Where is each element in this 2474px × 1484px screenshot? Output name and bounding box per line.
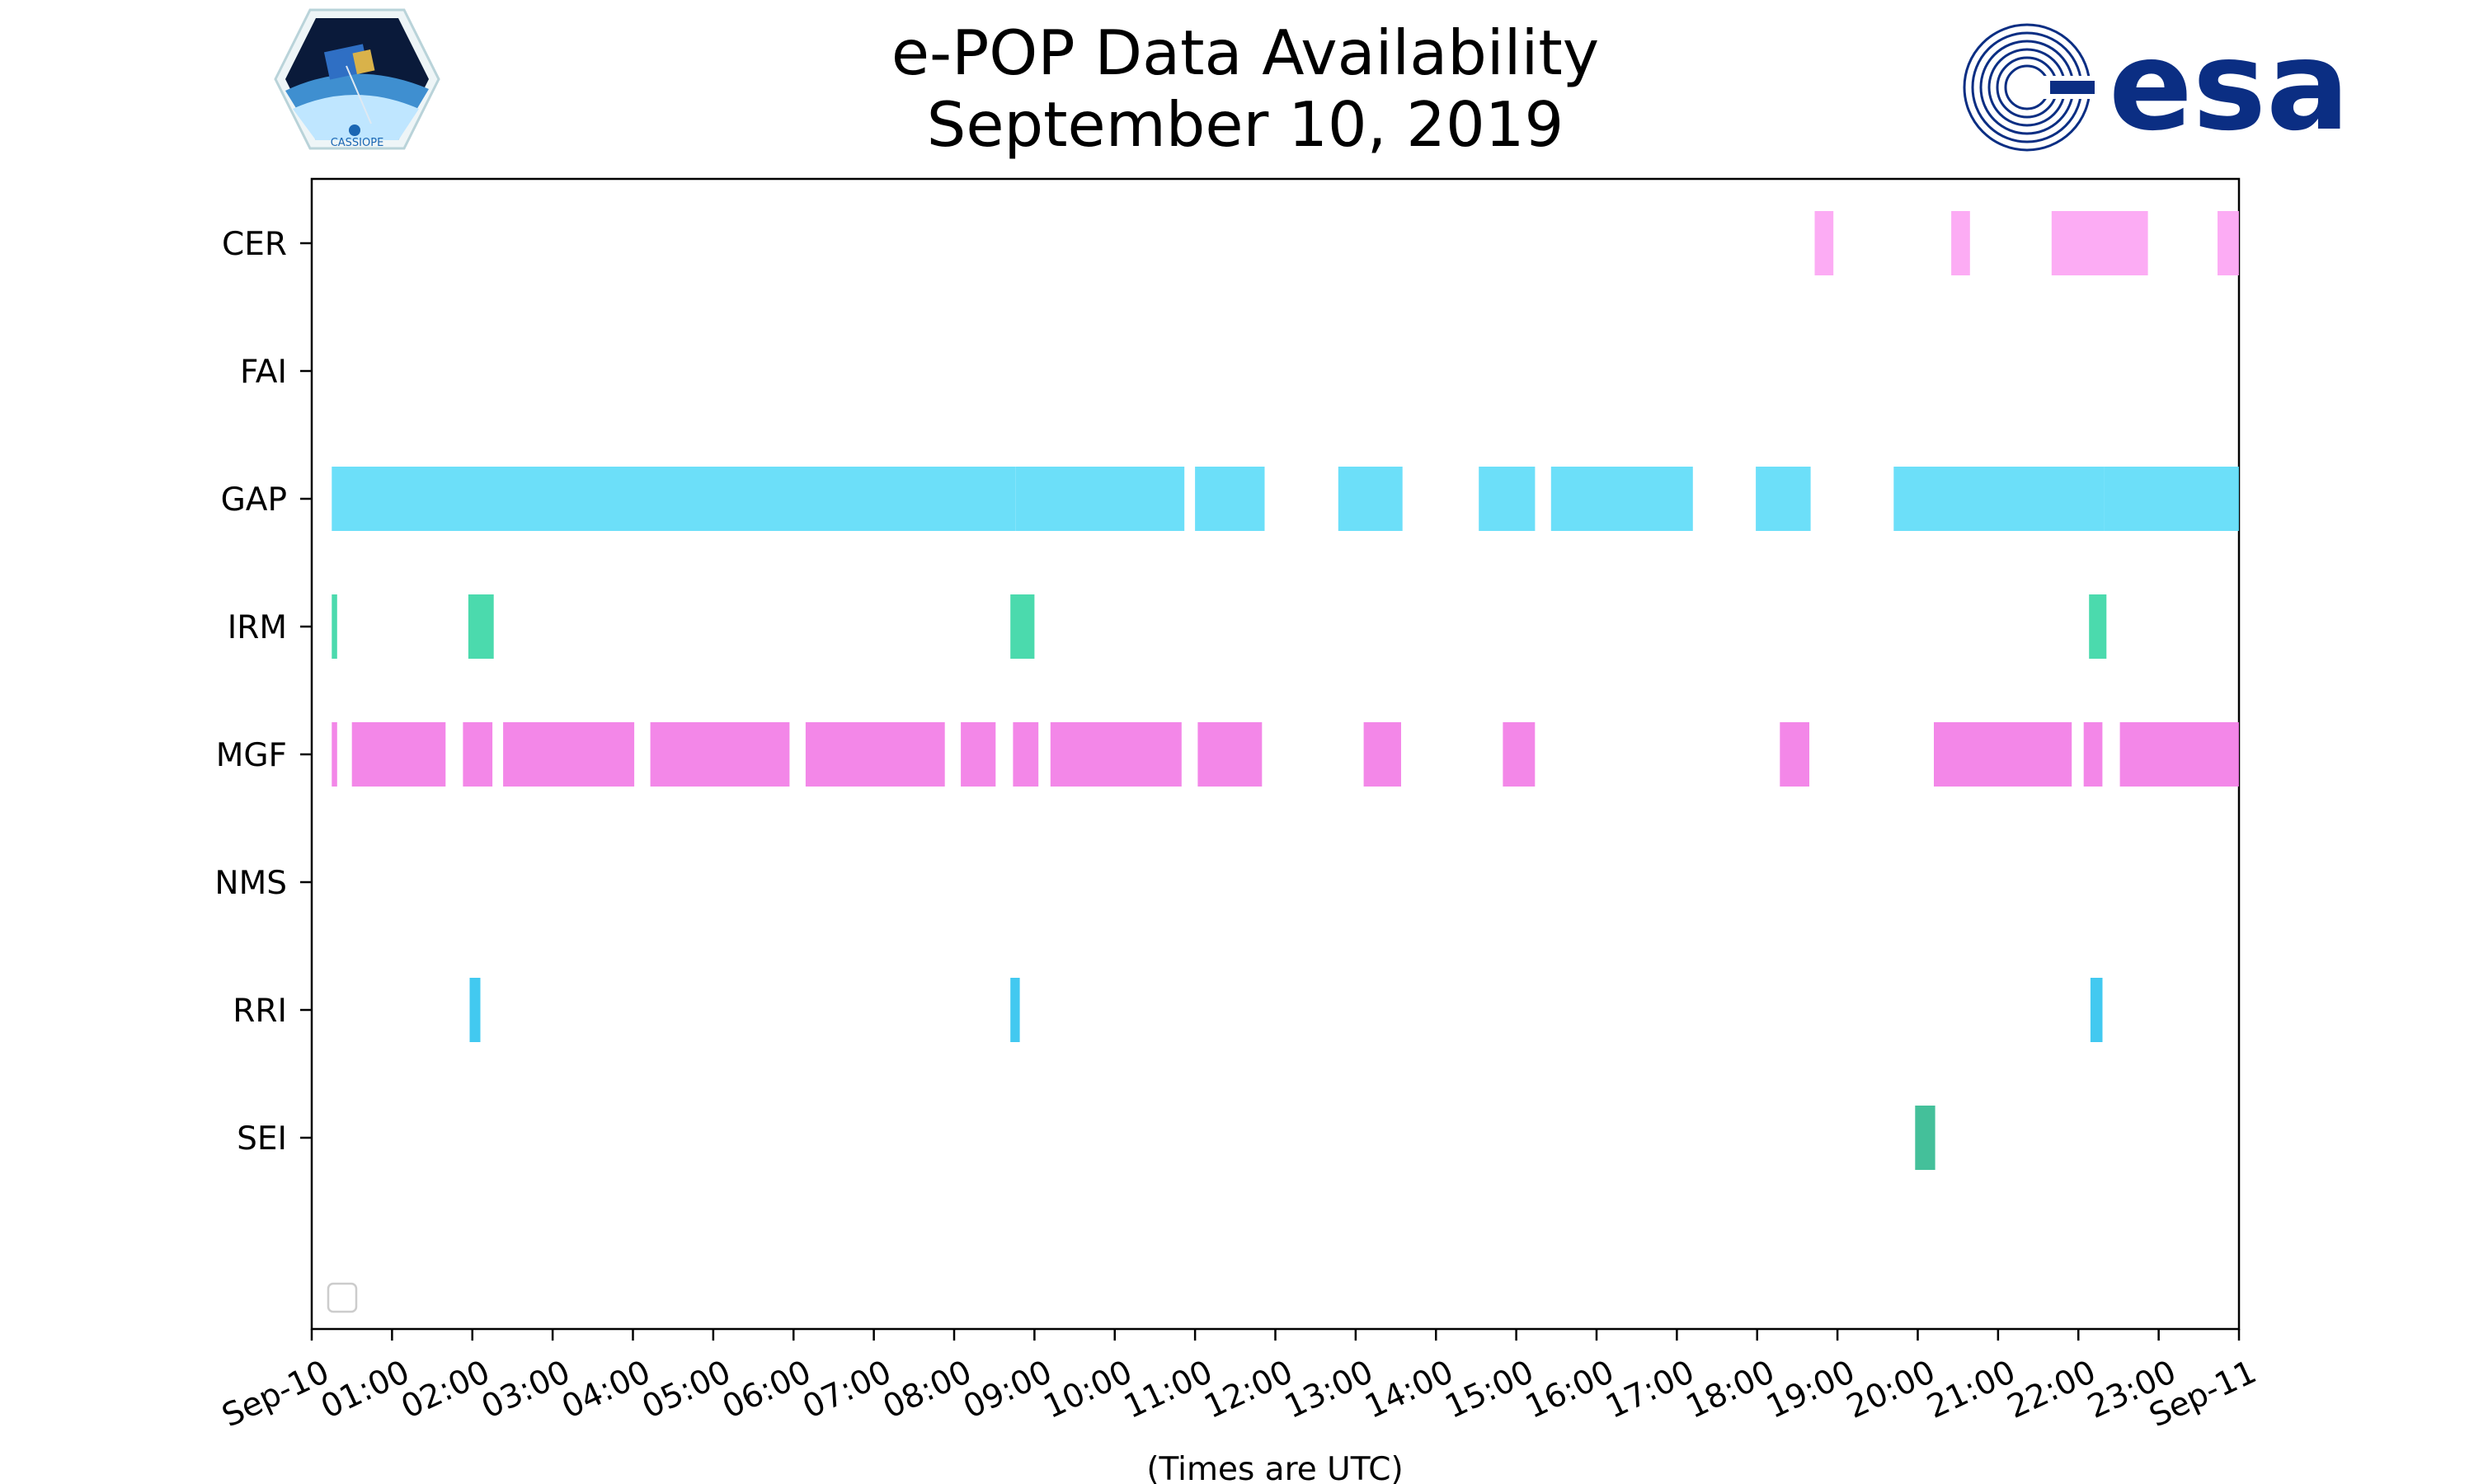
y-tick-label-gap: GAP	[221, 481, 287, 519]
bar-sei-0	[1915, 1106, 1935, 1170]
bar-mgf-14	[2083, 722, 2103, 787]
bar-gap-0	[332, 467, 1016, 531]
bar-mgf-9	[1197, 722, 1263, 787]
bar-irm-2	[1010, 594, 1035, 659]
bar-cer-0	[1814, 211, 1834, 275]
y-tick-label-cer: CER	[222, 226, 287, 263]
bars-layer	[332, 211, 2239, 1170]
bar-mgf-10	[1363, 722, 1401, 787]
y-axis: CER FAI GAP IRM MGF NMS RRI SEI	[214, 226, 312, 1158]
legend-box	[327, 1282, 358, 1313]
bar-gap-7	[1893, 467, 2105, 531]
svg-text:CASSIOPE: CASSIOPE	[331, 137, 384, 149]
x-axis: Sep-1001:0002:0003:0004:0005:0006:0007:0…	[217, 1329, 2262, 1435]
bar-gap-4	[1479, 467, 1536, 531]
bar-cer-1	[1951, 211, 1970, 275]
chart-title-line2: September 10, 2019	[927, 88, 1564, 161]
bar-irm-0	[332, 594, 337, 659]
bar-mgf-4	[650, 722, 790, 787]
bar-gap-1	[1015, 467, 1185, 531]
bar-mgf-7	[1013, 722, 1039, 787]
bar-gap-8	[2104, 467, 2239, 531]
cassiope-logo: CASSIOPE	[274, 8, 440, 150]
bar-mgf-12	[1780, 722, 1809, 787]
svg-text:esa: esa	[2109, 15, 2349, 158]
bar-rri-1	[1010, 978, 1020, 1042]
bar-mgf-1	[351, 722, 446, 787]
y-tick-label-sei: SEI	[237, 1120, 287, 1158]
y-tick-label-nms: NMS	[214, 865, 287, 902]
bar-rri-2	[2090, 978, 2103, 1042]
bar-gap-2	[1195, 467, 1265, 531]
bar-mgf-2	[463, 722, 493, 787]
bar-mgf-13	[1934, 722, 2072, 787]
bar-mgf-0	[332, 722, 337, 787]
bar-mgf-3	[503, 722, 635, 787]
bar-mgf-6	[961, 722, 996, 787]
bar-gap-5	[1550, 467, 1693, 531]
y-tick-label-fai: FAI	[240, 354, 287, 391]
bar-mgf-8	[1050, 722, 1182, 787]
bar-mgf-15	[2119, 722, 2239, 787]
y-tick-label-mgf: MGF	[216, 737, 287, 774]
esa-logo: esa	[1963, 15, 2349, 158]
bar-cer-3	[2218, 211, 2239, 275]
bar-mgf-11	[1503, 722, 1536, 787]
y-tick-label-irm: IRM	[228, 609, 287, 646]
bar-gap-3	[1338, 467, 1403, 531]
bar-gap-6	[1756, 467, 1811, 531]
bar-cer-2	[2051, 211, 2148, 275]
bar-irm-1	[468, 594, 494, 659]
bar-rri-0	[469, 978, 481, 1042]
x-axis-label: (Times are UTC)	[1146, 1451, 1403, 1484]
y-tick-label-rri: RRI	[233, 993, 287, 1030]
chart-title-line1: e-POP Data Availability	[891, 16, 1599, 89]
bar-mgf-5	[805, 722, 945, 787]
bar-irm-3	[2089, 594, 2107, 659]
esa-logo-icon	[1963, 23, 2091, 152]
